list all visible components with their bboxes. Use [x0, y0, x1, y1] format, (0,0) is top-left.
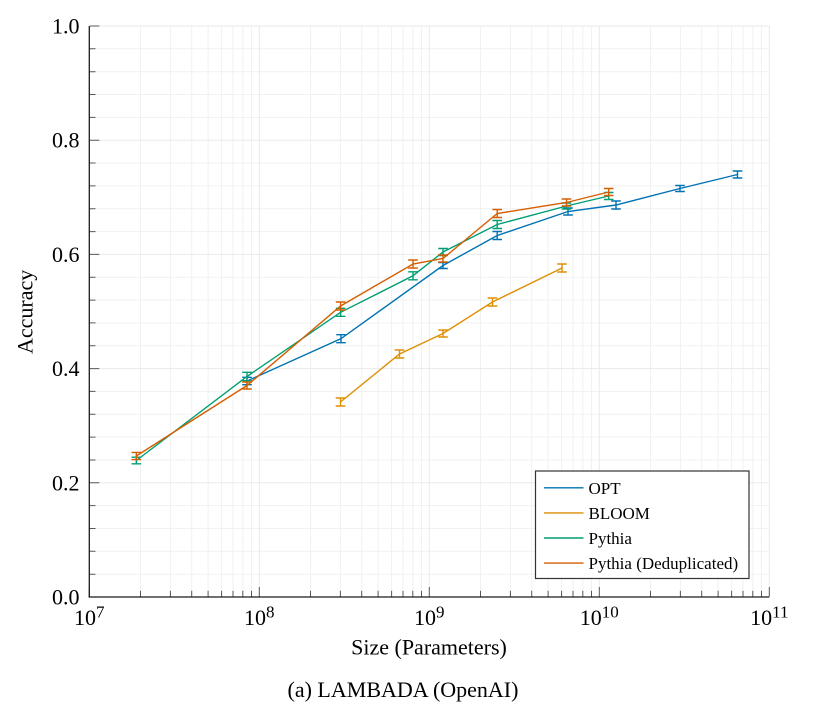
svg-text:0.4: 0.4: [52, 356, 80, 381]
svg-text:Pythia: Pythia: [589, 529, 633, 548]
svg-text:1011: 1011: [750, 603, 788, 631]
svg-text:(a) LAMBADA (OpenAI): (a) LAMBADA (OpenAI): [288, 677, 519, 702]
svg-text:1010: 1010: [580, 603, 619, 631]
svg-text:109: 109: [414, 603, 445, 631]
svg-text:0.2: 0.2: [52, 470, 80, 495]
svg-text:Size (Parameters): Size (Parameters): [351, 635, 507, 660]
svg-text:1.0: 1.0: [52, 14, 80, 39]
svg-text:0.8: 0.8: [52, 128, 80, 153]
svg-text:BLOOM: BLOOM: [589, 504, 650, 523]
svg-text:108: 108: [244, 603, 275, 631]
svg-text:0.6: 0.6: [52, 242, 80, 267]
svg-text:OPT: OPT: [589, 479, 622, 498]
svg-text:0.0: 0.0: [52, 585, 80, 610]
svg-text:Accuracy: Accuracy: [12, 270, 37, 354]
svg-text:107: 107: [74, 603, 105, 631]
svg-text:Pythia (Deduplicated): Pythia (Deduplicated): [589, 554, 739, 573]
